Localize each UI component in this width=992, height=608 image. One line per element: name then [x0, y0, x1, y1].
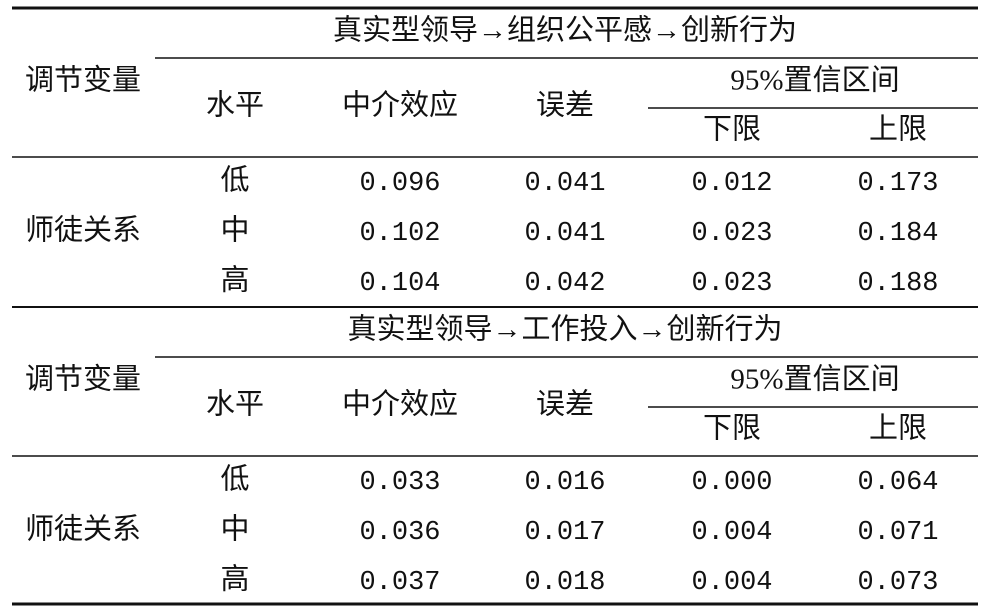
value-cell: 0.004: [691, 568, 772, 598]
header-cell: 上限: [869, 114, 927, 146]
value-cell: 0.188: [857, 269, 938, 299]
value-cell: 0.064: [857, 468, 938, 498]
header-cell: 上限: [869, 413, 927, 445]
header-cell: 误差: [536, 89, 594, 122]
value-cell: 0.071: [857, 518, 938, 548]
level-cell: 中: [220, 214, 249, 247]
header-cell: 95%置信区间: [730, 64, 899, 97]
level-cell: 中: [220, 513, 249, 546]
value-cell: 0.012: [691, 169, 772, 199]
panel-title: 真实型领导→组织公平感→创新行为: [333, 14, 797, 47]
value-cell: 0.102: [359, 219, 440, 249]
value-cell: 0.042: [524, 269, 605, 299]
header-cell: 调节变量: [25, 64, 141, 97]
value-cell: 0.017: [524, 518, 605, 548]
value-cell: 0.033: [359, 468, 440, 498]
header-cell: 下限: [703, 413, 761, 445]
value-cell: 0.016: [524, 468, 605, 498]
level-cell: 低: [220, 463, 249, 496]
row-group-label: 师徒关系: [25, 513, 141, 546]
panel-title: 真实型领导→工作投入→创新行为: [347, 313, 782, 346]
header-cell: 下限: [703, 114, 761, 146]
value-cell: 0.004: [691, 518, 772, 548]
level-cell: 高: [220, 563, 249, 596]
value-cell: 0.037: [359, 568, 440, 598]
level-cell: 高: [220, 264, 249, 297]
value-cell: 0.041: [524, 169, 605, 199]
value-cell: 0.000: [691, 468, 772, 498]
row-group-label: 师徒关系: [25, 214, 141, 247]
header-cell: 中介效应: [342, 388, 458, 421]
value-cell: 0.096: [359, 169, 440, 199]
value-cell: 0.018: [524, 568, 605, 598]
header-cell: 水平: [206, 388, 264, 421]
header-cell: 调节变量: [25, 363, 141, 396]
value-cell: 0.184: [857, 219, 938, 249]
header-cell: 95%置信区间: [730, 363, 899, 396]
value-cell: 0.023: [691, 219, 772, 249]
header-cell: 中介效应: [342, 89, 458, 122]
value-cell: 0.041: [524, 219, 605, 249]
value-cell: 0.104: [359, 269, 440, 299]
value-cell: 0.036: [359, 518, 440, 548]
level-cell: 低: [220, 164, 249, 197]
value-cell: 0.073: [857, 568, 938, 598]
header-cell: 水平: [206, 89, 264, 122]
header-cell: 误差: [536, 388, 594, 421]
value-cell: 0.173: [857, 169, 938, 199]
value-cell: 0.023: [691, 269, 772, 299]
